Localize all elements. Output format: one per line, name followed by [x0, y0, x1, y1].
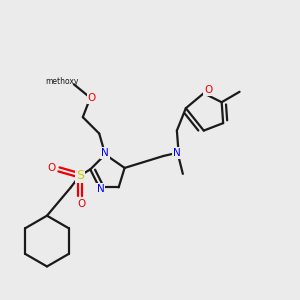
- Text: O: O: [47, 163, 56, 173]
- Text: methoxy: methoxy: [45, 77, 79, 86]
- Text: O: O: [88, 93, 96, 103]
- Text: O: O: [204, 85, 212, 95]
- Text: N: N: [101, 148, 109, 158]
- Text: N: N: [97, 184, 105, 194]
- Text: N: N: [173, 148, 181, 158]
- Text: O: O: [77, 199, 86, 209]
- Text: S: S: [76, 169, 84, 182]
